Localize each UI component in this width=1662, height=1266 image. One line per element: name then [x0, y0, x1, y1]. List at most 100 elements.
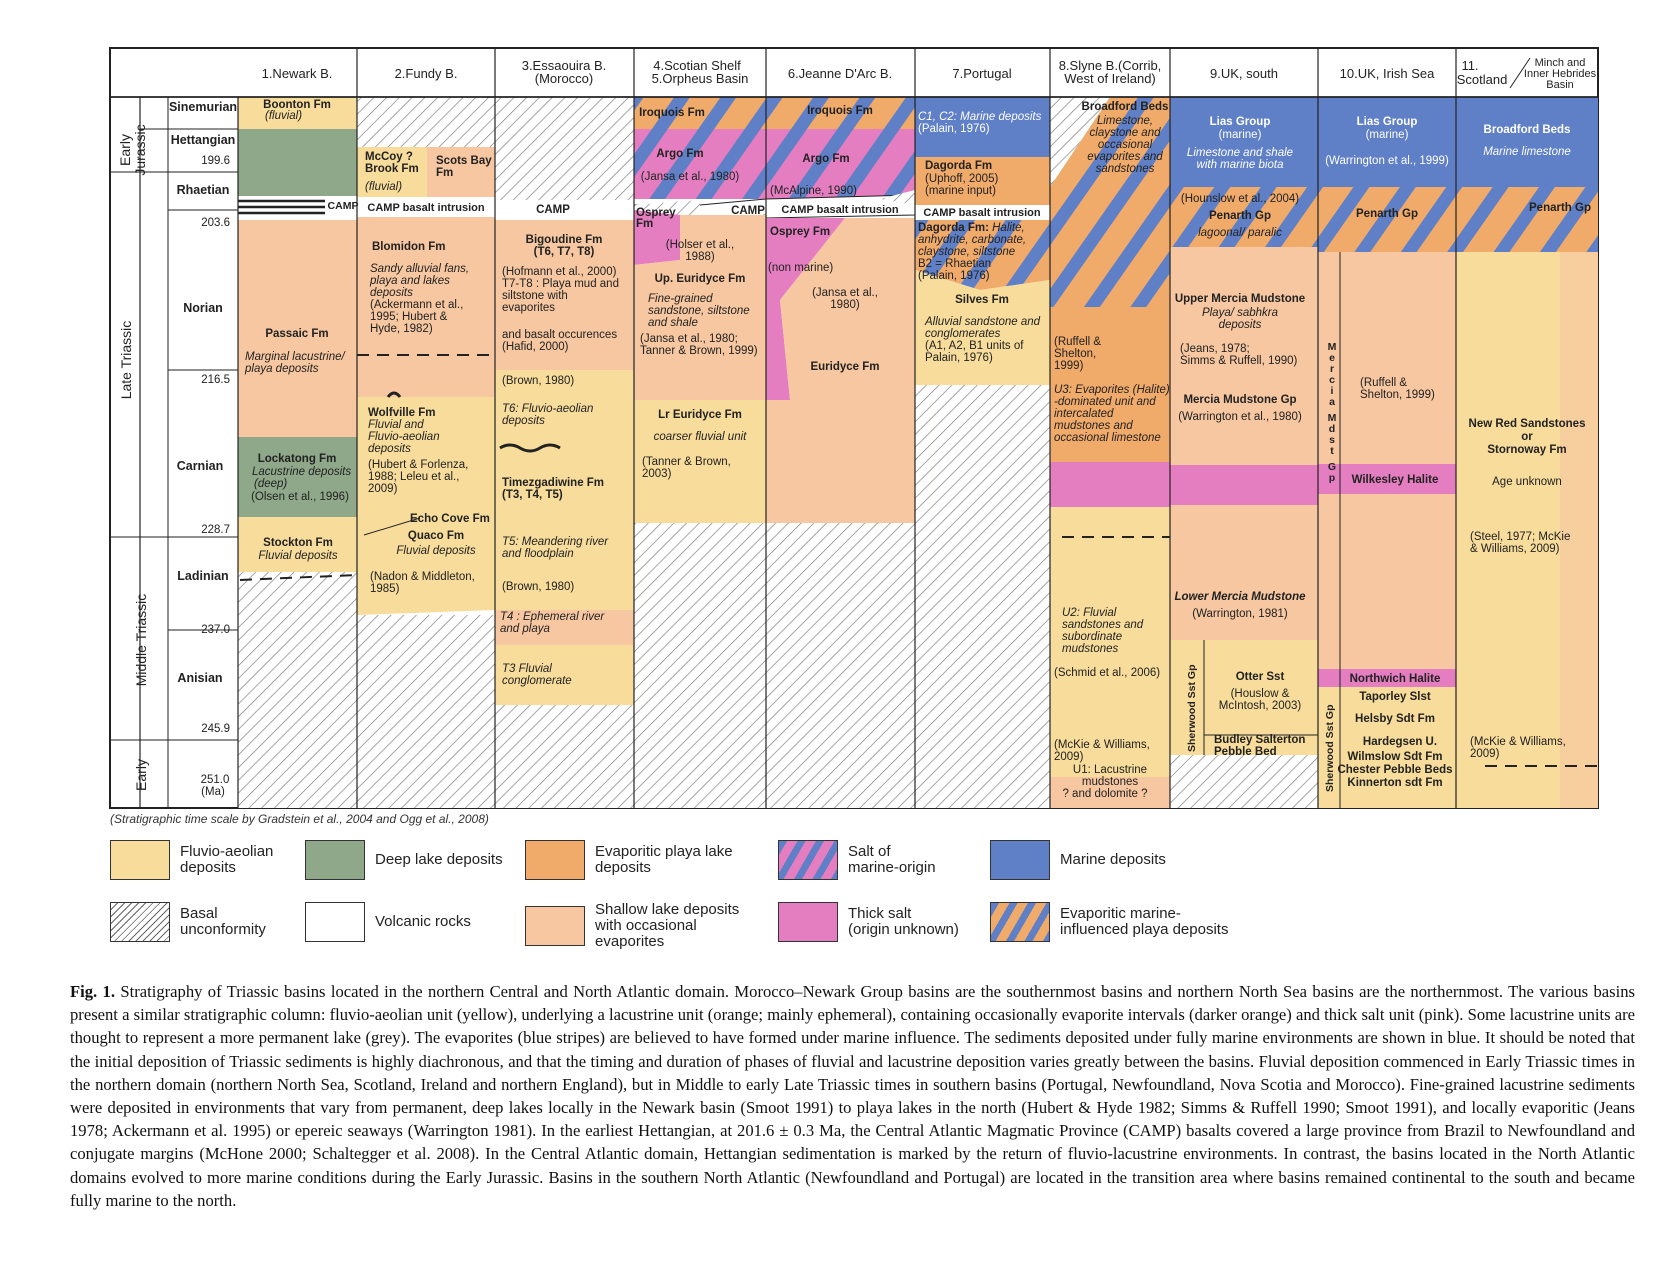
header-col-7: 8.Slyne B.(Corrib, West of Ireland) [1059, 58, 1162, 86]
swatch-evap-marine [990, 902, 1050, 942]
c1-lockatong: Lockatong Fm [258, 453, 337, 465]
c7-broadford-sub: Limestone, claystone and occasional evapori… [1087, 115, 1163, 175]
c1-boonton: Boonton Fm [263, 99, 331, 111]
figure-caption: Fig. 1. Stratigraphy of Triassic basins … [70, 980, 1635, 1212]
c4-iroquois: Iroquois Fm [639, 107, 705, 119]
c7-u3: U3: Evaporites (Halite) -dominated unit a… [1054, 384, 1170, 444]
swatch-fluvio [110, 840, 170, 880]
c5-camp: CAMP basalt intrusion [781, 204, 898, 216]
caption-text: Stratigraphy of Triassic basins located … [70, 982, 1635, 1210]
c2-fluvial: (fluvial) [365, 181, 402, 193]
c4-upeuridyce-sub: Fine-grained sandstone, siltstone and shal… [648, 293, 750, 329]
swatch-volcanic [305, 902, 365, 942]
c3-t5: T5: Meandering river and floodplain [502, 536, 609, 560]
c4-camp: CAMP [731, 205, 765, 217]
c3-hofmann: (Hofmann et al., 2000) T7-T8 : Playa mud … [502, 266, 619, 314]
c1-passaic: Passaic Fm [265, 328, 328, 340]
age-228-7: 228.7 [201, 524, 230, 536]
caption-fig-label: Fig. 1. [70, 982, 116, 1001]
c10-mckie: (McKie & Williams, 2009) [1470, 736, 1566, 760]
c2-camp: CAMP basalt intrusion [367, 202, 484, 214]
c3-t6: T6: Fluvio-aeolian deposits [502, 403, 593, 427]
epoch-late-triassic: Late Triassic [118, 321, 134, 400]
column-slyne [1050, 97, 1170, 808]
c9-helsby: Helsby Sdt Fm [1355, 713, 1435, 725]
legend-salt-marine: Salt of marine-origin [778, 840, 936, 880]
legend-label: Deep lake deposits [375, 851, 503, 868]
stage-rhaetian: Rhaetian [177, 183, 230, 197]
c4-osprey: Osprey Fm [636, 207, 676, 230]
c9-wilkesley: Wilkesley Halite [1352, 474, 1439, 486]
c8-jeans: (Jeans, 1978; Simms & Ruffell, 1990) [1180, 343, 1298, 367]
c1-camp: CAMP [328, 200, 359, 212]
c8-hounslow: (Hounslow et al., 2004) [1181, 193, 1299, 205]
legend-label: Evaporitic marine- influenced playa depo… [1060, 905, 1229, 938]
stage-anisian: Anisian [177, 671, 222, 685]
c4-coarser: coarser fluvial unit [654, 431, 747, 443]
c9-taporley: Taporley Slst [1359, 691, 1431, 703]
stage-ladinian: Ladinian [177, 569, 228, 583]
c8-sherwood: Sherwood Sst Gp [1186, 664, 1198, 752]
epoch-early: Early [133, 759, 149, 791]
c2-echocove: Echo Cove Fm [410, 513, 490, 525]
c2-nadon: (Nadon & Middleton, 1985) [370, 571, 475, 595]
c9-warrington: (Warrington et al., 1999) [1325, 155, 1449, 167]
c5-jansa: (Jansa et al., 1980) [812, 287, 878, 311]
age-216-5: 216.5 [201, 374, 230, 386]
c3-timezgadiwine: Timezgadiwine Fm (T3, T4, T5) [502, 477, 604, 501]
age-199-6: 199.6 [201, 155, 230, 167]
c8-houslow: (Houslow & McIntosh, 2003) [1219, 688, 1302, 712]
legend-evap-marine: Evaporitic marine- influenced playa depo… [990, 902, 1228, 942]
epoch-middle-triassic: Middle Triassic [133, 594, 149, 687]
c2-mccoy: McCoy ? Brook Fm [365, 151, 419, 175]
legend-marine: Marine deposits [990, 840, 1166, 880]
c8-uppermercia-sub: Playa/ sabhkra deposits [1202, 307, 1278, 331]
legend-label: Marine deposits [1060, 851, 1166, 868]
c3-bigoudine: Bigoudine Fm (T6, T7, T8) [526, 234, 603, 258]
c8-warrington81: (Warrington, 1981) [1192, 608, 1288, 620]
c5-argo: Argo Fm [802, 153, 849, 165]
header-col-10: 11. Scotland [1457, 58, 1508, 87]
swatch-evaporitic [525, 840, 585, 880]
c10-broadford-sub: Marine limestone [1483, 146, 1571, 158]
c10-broadford: Broadford Beds [1484, 124, 1571, 136]
legend-deep-lake: Deep lake deposits [305, 840, 503, 880]
c7-u1: U1: Lacustrine mudstones? and dolomite ? [1062, 764, 1147, 800]
c2-quaco-sub: Fluvial deposits [396, 545, 476, 557]
c1-passaic-sub: Marginal lacustrine/playa deposits [244, 351, 347, 375]
legend-thick-salt: Thick salt (origin unknown) [778, 902, 959, 942]
header-col-3: 3.Essaouira B. (Morocco) [522, 58, 607, 86]
legend-label: Thick salt (origin unknown) [848, 905, 959, 938]
c9-penarth: Penarth Gp [1356, 208, 1418, 220]
c7-ruffell: (Ruffell & Shelton, 1999) [1054, 336, 1101, 372]
c8-warrington80: (Warrington et al., 1980) [1178, 411, 1302, 423]
swatch-unconformity [110, 902, 170, 942]
legend-label: Evaporitic playa lake deposits [595, 843, 733, 876]
stage-norian: Norian [183, 301, 223, 315]
age-245-9: 245.9 [201, 723, 230, 735]
c4-upeuridyce: Up. Euridyce Fm [655, 273, 746, 285]
c4-holser: (Holser et al., 1988) [666, 239, 734, 263]
c6-silves: Silves Fm [955, 294, 1009, 306]
c6-camp: CAMP basalt intrusion [923, 207, 1040, 219]
stratigraphy-chart: 1.Newark B. 2.Fundy B. 3.Essaouira B. (Mo… [109, 47, 1599, 809]
c9-lias: Lias Group [1357, 116, 1418, 128]
c3-camp: CAMP [536, 204, 570, 216]
legend-label: Fluvio-aeolian deposits [180, 843, 274, 876]
c4-jansa2: (Jansa et al., 1980; Tanner & Brown, 1999… [640, 333, 758, 357]
c10-ageunknown: Age unknown [1492, 476, 1562, 488]
c3-t3: T3 Fluvial conglomerate [502, 663, 572, 687]
header-col-6: 7.Portugal [952, 66, 1011, 81]
column-fundy [357, 97, 495, 808]
c8-lias-desc: Limestone and shale with marine biota [1187, 147, 1293, 171]
column-essaouira [495, 97, 634, 808]
c9-northwich: Northwich Halite [1350, 673, 1441, 685]
age-237-0: 237.0 [201, 624, 230, 636]
c6-dagorda2: Dagorda Fm: Halite, anhydrite, carbonate,… [918, 222, 1026, 282]
c6-c1c2: C1, C2: Marine deposits (Palain, 1976) [918, 111, 1042, 135]
c3-t4: T4 : Ephemeral river and playa [500, 611, 605, 635]
c7-broadford: Broadford Beds [1082, 101, 1169, 113]
legend-label: Volcanic rocks [375, 913, 471, 930]
c1-stockton: Stockton Fm [263, 537, 333, 549]
stage-carnian: Carnian [177, 459, 224, 473]
